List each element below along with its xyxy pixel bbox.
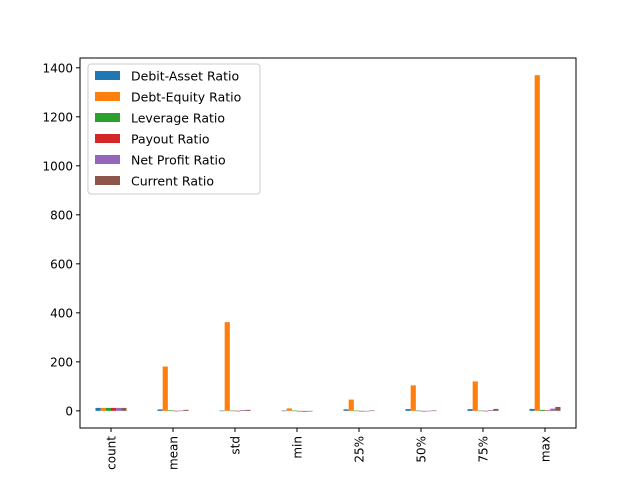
bar [477,410,483,412]
bar [183,409,189,411]
bar [421,410,427,412]
bar [348,399,354,411]
bar [235,410,241,412]
x-tick-label: mean [167,436,181,470]
bar [100,407,106,411]
x-tick-label: 75% [477,436,491,463]
bar [302,410,308,412]
bar [550,408,556,411]
bar [162,366,168,411]
bar [240,410,246,411]
legend-swatch [95,155,120,164]
x-tick-label: 25% [353,436,367,463]
bar [281,410,287,412]
y-tick-label: 1000 [42,159,73,173]
bar [219,410,225,412]
y-tick-label: 0 [65,404,73,418]
x-tick-label: count [105,436,119,470]
y-tick-label: 400 [50,306,73,320]
bar [173,410,179,412]
bar [555,406,561,411]
legend-swatch [95,71,120,80]
x-tick-label: max [539,436,553,462]
legend: Debit-Asset Ratio Debt-Equity Ratio Levera… [87,63,261,195]
bar [105,407,111,411]
legend-swatch [95,176,120,185]
bar [229,410,235,412]
bar [431,410,437,412]
bar [529,408,535,411]
x-tick-label: std [229,436,243,455]
bar [539,409,545,411]
bar [467,409,473,411]
legend-label: Net Profit Ratio [131,153,226,168]
plot-frame [79,57,577,429]
bar [369,410,375,412]
bar [493,408,499,411]
bar [545,410,551,411]
bar [488,410,494,411]
bar [116,407,122,411]
legend-label: Debt-Equity Ratio [131,90,241,105]
y-tick-label: 1200 [42,110,73,124]
bar [95,407,101,411]
legend-label: Debit-Asset Ratio [131,69,239,84]
bar [157,409,163,411]
bar [353,410,359,412]
bar [534,75,540,411]
bar [286,408,292,411]
legend-swatch [95,92,120,101]
x-tick-label: 50% [415,436,429,463]
bar [426,410,432,412]
bar [111,407,117,411]
bar [178,410,184,412]
y-tick-label: 1400 [42,61,73,75]
bar [359,410,365,412]
bar [410,385,416,411]
y-tick-label: 200 [50,355,73,369]
y-axis: 0 200 400 600 800 1000 1200 1400 [42,61,80,418]
legend-box [87,63,261,195]
bar [364,410,370,412]
x-tick-label: min [291,436,305,459]
bar [121,407,127,411]
y-tick-label: 800 [50,208,73,222]
bar [297,410,303,412]
legend-swatch [95,134,120,143]
bar [307,410,313,412]
legend-label: Leverage Ratio [131,111,225,126]
bar [343,409,349,411]
bar [405,409,411,411]
legend-swatch [95,113,120,122]
bar [245,409,251,411]
y-tick-label: 600 [50,257,73,271]
x-axis: count mean std min 25% 50% 75% max [105,428,553,470]
legend-label: Current Ratio [131,174,214,189]
bar [415,410,421,412]
bar [291,410,297,412]
bar [472,381,478,411]
legend-label: Payout Ratio [131,132,210,147]
bar [483,410,489,412]
bars-group [95,75,561,412]
bar [167,410,173,411]
bar [224,322,230,411]
